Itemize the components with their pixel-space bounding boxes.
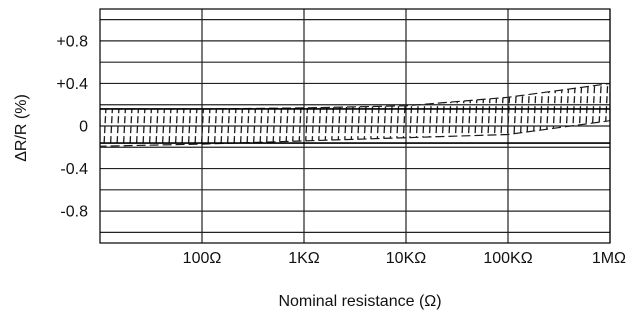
- x-tick-label: 1MΩ: [592, 250, 626, 267]
- x-tick-label: 10KΩ: [386, 250, 426, 267]
- band-outline: [100, 82, 610, 147]
- plot-frame: [99, 8, 611, 244]
- y-tick-labels: +0.8 +0.4 0 -0.4 -0.8: [56, 33, 88, 220]
- y-tick-label: -0.4: [60, 161, 88, 178]
- tolerance-band: [100, 82, 610, 147]
- y-tick-label: -0.8: [60, 204, 88, 221]
- y-tick-label: +0.4: [56, 76, 88, 93]
- y-tick-label: +0.8: [56, 33, 88, 50]
- y-axis-title: ΔR/R (%): [13, 94, 30, 162]
- y-tick-label: 0: [79, 119, 88, 136]
- x-tick-label: 1KΩ: [288, 250, 320, 267]
- x-axis-title: Nominal resistance (Ω): [278, 293, 441, 310]
- x-tick-label: 100KΩ: [483, 250, 532, 267]
- x-tick-label: 100Ω: [183, 250, 222, 267]
- x-tick-labels: 100Ω 1KΩ 10KΩ 100KΩ 1MΩ: [183, 250, 626, 267]
- reference-lines: [100, 108, 610, 144]
- y-gridlines: [100, 19, 610, 233]
